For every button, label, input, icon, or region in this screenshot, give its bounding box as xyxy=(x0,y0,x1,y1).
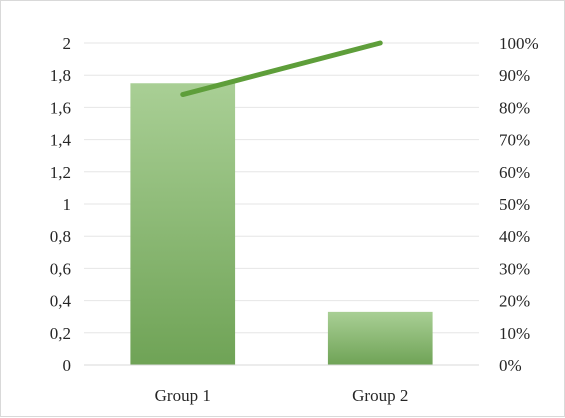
cumulative-line xyxy=(180,40,383,98)
left-axis-tick-label: 0,2 xyxy=(50,324,71,343)
cumulative-percentage-line xyxy=(180,40,383,98)
left-axis-tick-label: 0,6 xyxy=(50,259,71,278)
right-axis-tick-label: 40% xyxy=(499,227,530,246)
right-axis-tick-label: 90% xyxy=(499,66,530,85)
left-axis-tick-label: 1,2 xyxy=(50,163,71,182)
left-axis-tick-label: 2 xyxy=(63,34,72,53)
right-axis-tick-label: 80% xyxy=(499,98,530,117)
right-axis-tick-label: 0% xyxy=(499,356,522,375)
right-axis-tick-label: 20% xyxy=(499,292,530,311)
x-axis-category-label: Group 2 xyxy=(352,386,408,405)
bar-1 xyxy=(130,83,236,365)
x-axis: Group 1 Group 2 xyxy=(84,364,479,405)
left-axis: 0 0,2 0,4 0,6 0,8 1 1,2 1,4 1,6 1,8 2 xyxy=(50,34,72,375)
left-axis-tick-label: 1,4 xyxy=(50,131,72,150)
right-axis-tick-label: 10% xyxy=(499,324,530,343)
bar-2 xyxy=(327,311,433,365)
right-axis-tick-label: 60% xyxy=(499,163,530,182)
right-axis-tick-label: 30% xyxy=(499,259,530,278)
right-axis-tick-label: 100% xyxy=(499,34,539,53)
x-axis-category-label: Group 1 xyxy=(155,386,211,405)
left-axis-tick-label: 1,8 xyxy=(50,66,71,85)
right-axis-tick-label: 50% xyxy=(499,195,530,214)
right-axis: 0% 10% 20% 30% 40% 50% 60% 70% 80% 90% 100% xyxy=(499,34,539,375)
left-axis-tick-label: 1,6 xyxy=(50,98,71,117)
right-axis-tick-label: 70% xyxy=(499,131,530,150)
left-axis-tick-label: 0 xyxy=(63,356,72,375)
left-axis-tick-label: 0,8 xyxy=(50,227,71,246)
bars xyxy=(130,83,433,365)
left-axis-tick-label: 1 xyxy=(63,195,72,214)
left-axis-tick-label: 0,4 xyxy=(50,292,72,311)
